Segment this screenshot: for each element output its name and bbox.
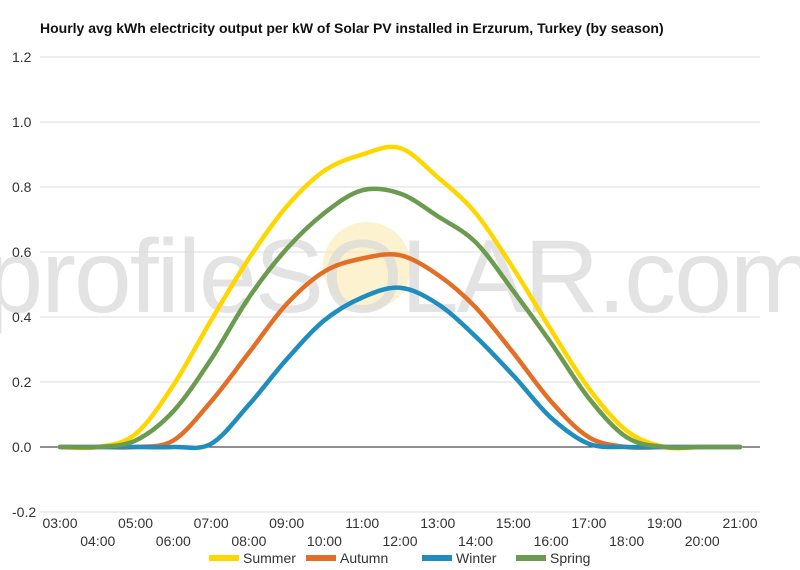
y-tick-label: 0.2	[12, 374, 32, 390]
x-tick-label: 14:00	[458, 533, 493, 549]
legend-label-spring: Spring	[550, 550, 590, 566]
x-tick-label: 17:00	[571, 515, 606, 531]
y-tick-label: 0.0	[12, 439, 32, 455]
series-line-summer	[57, 144, 743, 451]
x-tick-label: 09:00	[269, 515, 304, 531]
watermark: profileSOLAR.com	[0, 219, 800, 335]
legend: Summer Autumn Winter Spring	[209, 550, 590, 566]
x-tick-label: 12:00	[382, 533, 417, 549]
legend-label-autumn: Autumn	[340, 550, 388, 566]
x-tick-label: 13:00	[420, 515, 455, 531]
x-tick-label: 05:00	[118, 515, 153, 531]
legend-swatch-spring	[516, 555, 546, 561]
y-tick-label: 1.0	[12, 114, 32, 130]
x-tick-label: 04:00	[80, 533, 115, 549]
watermark-text: profileSOLAR.com	[0, 219, 800, 335]
y-tick-label: 0.4	[12, 309, 32, 325]
series-line-winter	[57, 285, 743, 451]
chart-title: Hourly avg kWh electricity output per kW…	[40, 20, 664, 36]
legend-label-winter: Winter	[456, 550, 497, 566]
series-line-spring	[57, 186, 743, 450]
x-tick-label: 18:00	[609, 533, 644, 549]
x-tick-label: 15:00	[496, 515, 531, 531]
y-tick-label: 1.2	[12, 49, 32, 65]
y-tick-label: 0.6	[12, 244, 32, 260]
legend-swatch-winter	[422, 555, 452, 561]
x-tick-label: 21:00	[722, 515, 757, 531]
x-tick-label: 19:00	[647, 515, 682, 531]
legend-swatch-summer	[209, 555, 239, 561]
x-tick-label: 20:00	[685, 533, 720, 549]
y-tick-label: -0.2	[12, 504, 36, 520]
x-tick-label: 16:00	[534, 533, 569, 549]
axis-ticks: -0.2 0.0 0.2 0.4 0.6 0.8 1.0 1.2 03:0004:0005:00…	[12, 49, 758, 549]
x-tick-label: 06:00	[156, 533, 191, 549]
y-tick-label: 0.8	[12, 179, 32, 195]
x-tick-label: 03:00	[42, 515, 77, 531]
legend-label-summer: Summer	[243, 550, 296, 566]
series	[57, 144, 743, 451]
x-tick-label: 08:00	[231, 533, 266, 549]
legend-swatch-autumn	[306, 555, 336, 561]
x-tick-label: 10:00	[307, 533, 342, 549]
x-tick-label: 11:00	[345, 515, 379, 531]
x-tick-label: 07:00	[194, 515, 229, 531]
